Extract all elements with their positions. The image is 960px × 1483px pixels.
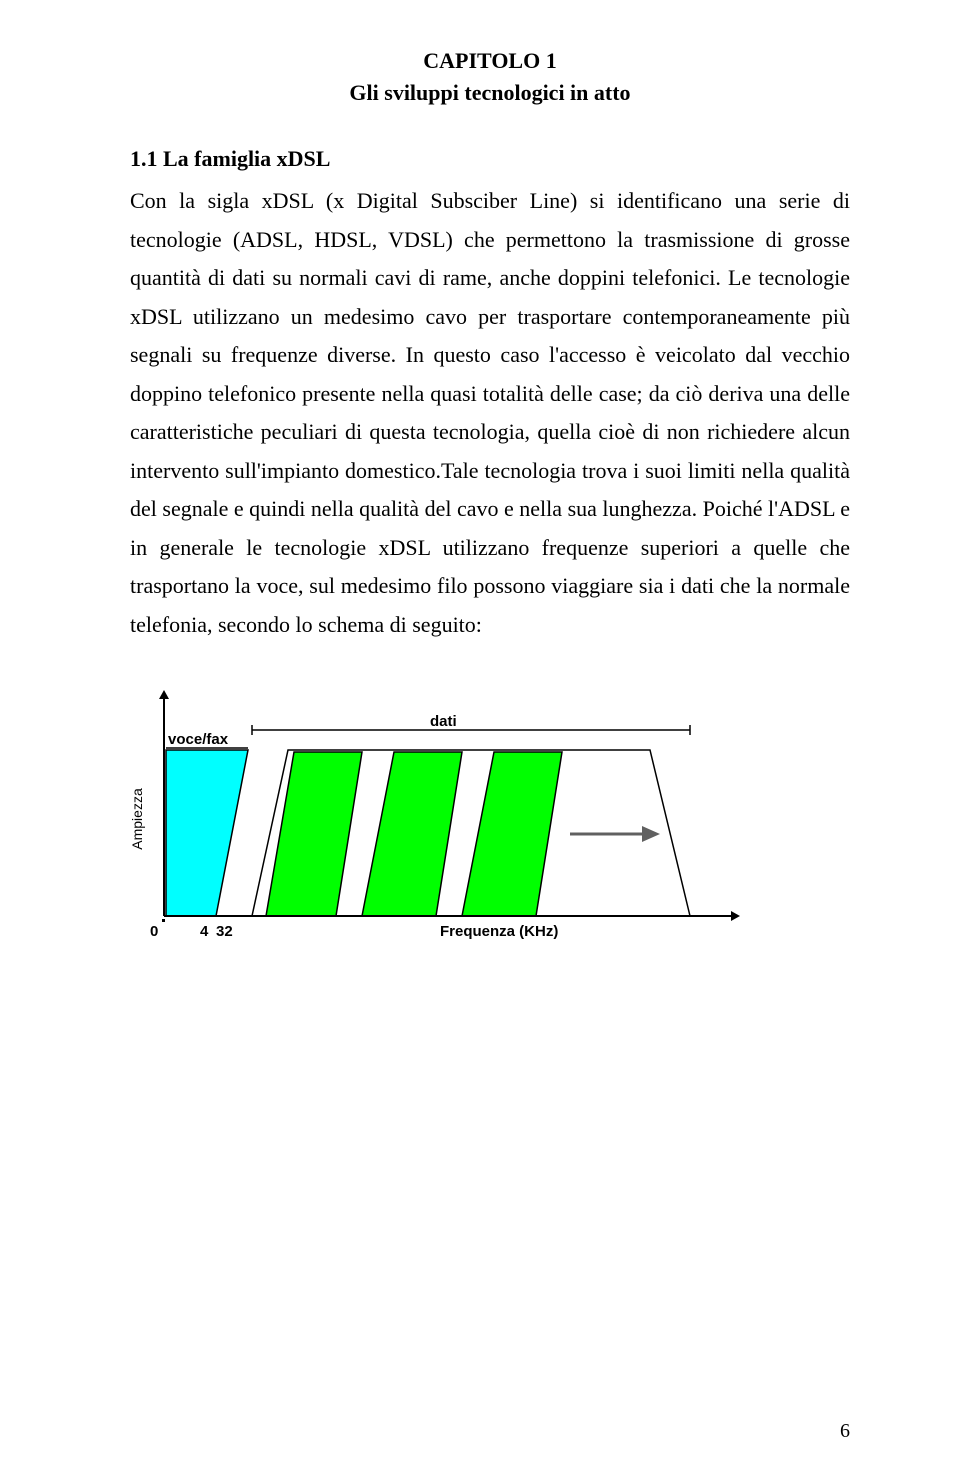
page-number: 6 [840,1420,850,1443]
svg-text:0: 0 [150,923,158,940]
svg-text:4: 4 [200,923,209,940]
svg-text:voce/fax: voce/fax [168,731,229,748]
figure-container: voce/fax dati Ampiezza 0 4 32 Frequenza (KHz) [130,684,850,949]
svg-text:Ampiezza: Ampiezza [130,788,145,850]
svg-text:dati: dati [430,713,457,730]
section-body: Con la sigla xDSL (x Digital Subsciber L… [130,182,850,644]
chapter-heading: CAPITOLO 1 [130,48,850,74]
chapter-subtitle: Gli sviluppi tecnologici in atto [130,80,850,106]
spectrum-diagram: voce/fax dati Ampiezza 0 4 32 Frequenza (KHz) [130,684,750,944]
svg-text:Frequenza (KHz): Frequenza (KHz) [440,923,558,940]
document-page: CAPITOLO 1 Gli sviluppi tecnologici in a… [0,0,960,1483]
section-heading: 1.1 La famiglia xDSL [130,146,850,172]
svg-text:32: 32 [216,923,233,940]
